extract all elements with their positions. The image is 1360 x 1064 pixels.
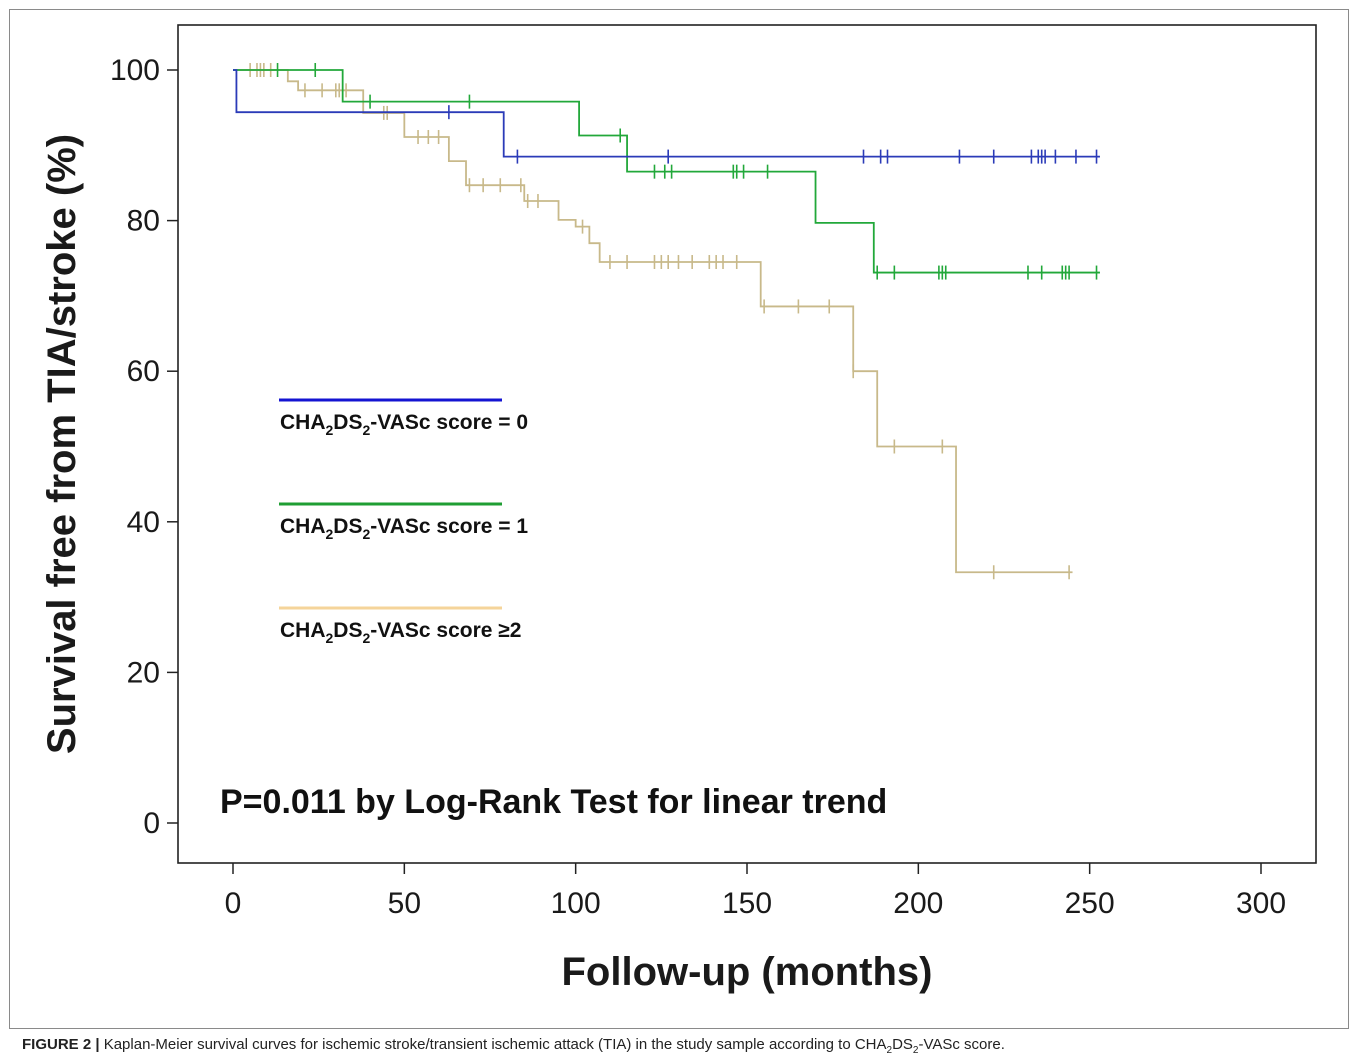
x-tick-label: 50 bbox=[388, 887, 421, 920]
caption-label: FIGURE 2 | bbox=[22, 1036, 100, 1053]
x-tick-label: 250 bbox=[1065, 887, 1115, 920]
y-tick-label: 20 bbox=[127, 656, 160, 689]
caption-text-before: Kaplan-Meier survival curves for ischemi… bbox=[99, 1036, 887, 1053]
series-2-curve bbox=[233, 69, 1073, 574]
plot-area-border bbox=[177, 24, 1317, 864]
legend-label-1: CHA2DS2-VASc score = 1 bbox=[280, 515, 528, 542]
y-tick-label: 80 bbox=[127, 205, 160, 238]
x-tick-label: 200 bbox=[893, 887, 943, 920]
survival-curves bbox=[233, 63, 1100, 580]
legend: CHA2DS2-VASc score = 0 CHA2DS2-VASc score… bbox=[279, 398, 528, 646]
log-rank-annotation: P=0.011 by Log-Rank Test for linear tren… bbox=[220, 783, 887, 821]
caption-text-after: -VASc score. bbox=[918, 1036, 1005, 1053]
series-1-curve bbox=[233, 69, 1100, 274]
series-1-group bbox=[233, 63, 1100, 280]
y-tick-label: 40 bbox=[127, 506, 160, 539]
caption-sub-1: 2 bbox=[886, 1045, 893, 1056]
y-tick-label: 100 bbox=[110, 54, 160, 87]
figure-caption: FIGURE 2 | Kaplan-Meier survival curves … bbox=[22, 1036, 1005, 1056]
legend-label-0: CHA2DS2-VASc score = 0 bbox=[280, 411, 528, 438]
x-axis-title: Follow-up (months) bbox=[561, 950, 932, 994]
x-tick-label: 150 bbox=[722, 887, 772, 920]
y-tick-label: 0 bbox=[143, 807, 160, 840]
y-axis: 0 20 40 60 80 100 bbox=[110, 54, 178, 840]
caption-text-mid: DS bbox=[892, 1036, 913, 1053]
legend-label-2: CHA2DS2-VASc score ≥2 bbox=[280, 619, 522, 646]
x-tick-label: 300 bbox=[1236, 887, 1286, 920]
caption-sub-2: 2 bbox=[912, 1045, 919, 1056]
series-2-group bbox=[233, 63, 1073, 580]
figure-frame bbox=[9, 9, 1349, 1029]
y-tick-label: 60 bbox=[127, 355, 160, 388]
x-axis: 0 50 100 150 200 250 300 bbox=[225, 863, 1286, 920]
x-tick-label: 0 bbox=[225, 887, 242, 920]
series-0-curve bbox=[233, 69, 1100, 158]
x-tick-label: 100 bbox=[551, 887, 601, 920]
series-0-group bbox=[233, 69, 1100, 164]
y-axis-title: Survival free from TIA/stroke (%) bbox=[40, 134, 84, 754]
